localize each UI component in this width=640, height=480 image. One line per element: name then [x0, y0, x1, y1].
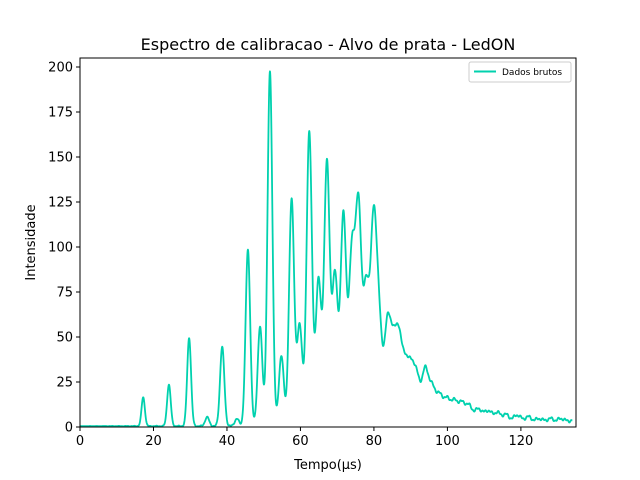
y-tick-label: 100: [48, 241, 73, 256]
chart-title: Espectro de calibracao - Alvo de prata -…: [141, 35, 516, 54]
x-tick-label: 20: [145, 434, 162, 449]
legend-label: Dados brutos: [502, 68, 562, 78]
y-tick-label: 150: [48, 151, 73, 166]
series-line-dados-brutos: [79, 70, 574, 428]
y-tick-label: 50: [56, 331, 73, 346]
y-tick-label: 125: [48, 196, 73, 211]
x-tick-label: 80: [366, 434, 383, 449]
plot-frame: [79, 57, 577, 428]
y-tick-label: 75: [56, 286, 73, 301]
y-tick-label: 175: [48, 106, 73, 121]
x-axis-ticks: 0 20 40 60 80 100 120: [76, 427, 533, 449]
x-tick-label: 100: [435, 434, 460, 449]
x-axis-label: Tempo(μs): [293, 458, 362, 473]
y-tick-label: 0: [65, 421, 73, 436]
y-tick-label: 200: [48, 61, 73, 76]
y-tick-label: 25: [56, 376, 73, 391]
x-tick-label: 40: [219, 434, 236, 449]
x-tick-label: 120: [508, 434, 533, 449]
x-tick-label: 60: [292, 434, 309, 449]
legend: Dados brutos: [468, 61, 572, 83]
legend-box: [468, 61, 572, 83]
y-axis-label: Intensidade: [24, 204, 39, 280]
y-axis-ticks: 0 25 50 75 100 125 150 175 200: [48, 61, 80, 436]
plot-area: [79, 57, 577, 428]
x-tick-label: 0: [76, 434, 84, 449]
